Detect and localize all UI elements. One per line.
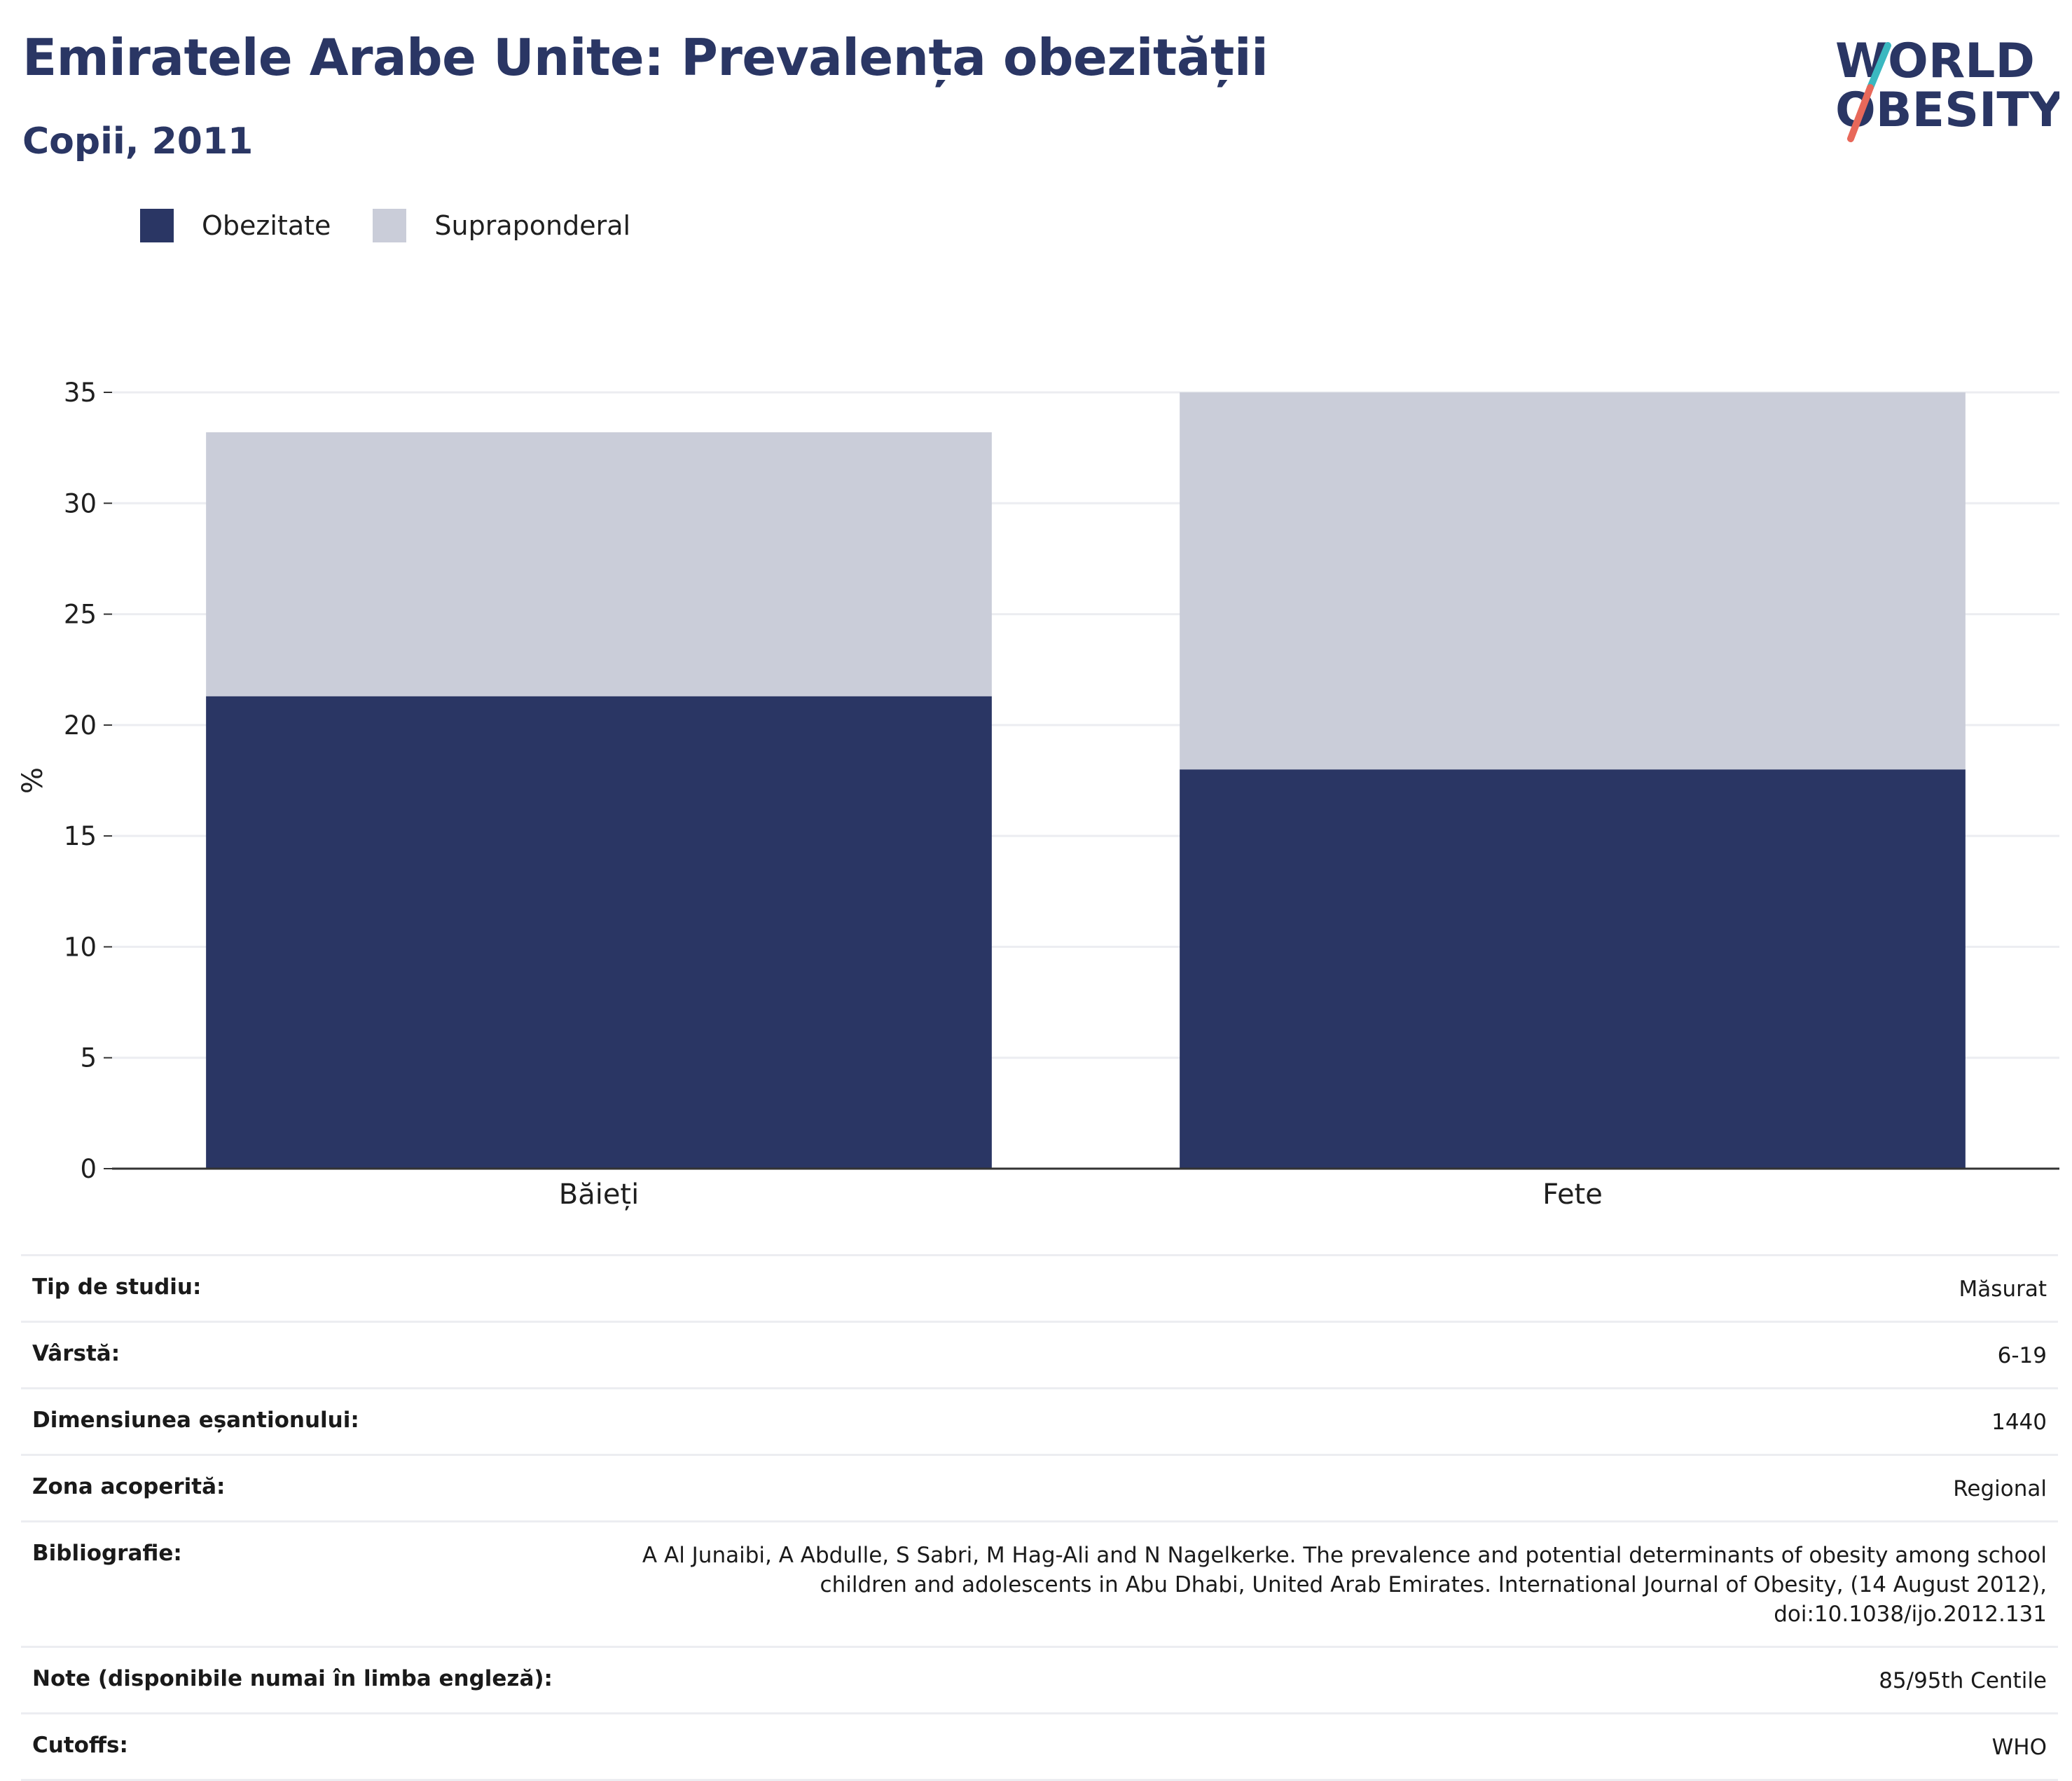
details-key: Zona acoperită: bbox=[32, 1474, 226, 1499]
study-details-table: Tip de studiu: Măsurat Vârstă: 6-19 Dime… bbox=[21, 1254, 2058, 1781]
details-key: Note (disponibile numai în limba engleză… bbox=[32, 1666, 553, 1691]
details-value: Măsurat bbox=[1959, 1277, 2047, 1302]
bar-overweight-1 bbox=[1180, 392, 1966, 770]
logo-stroke-teal bbox=[1867, 42, 1891, 91]
bars bbox=[206, 392, 1966, 1169]
details-row: Zona acoperită: Regional bbox=[21, 1454, 2058, 1520]
details-key: Dimensiunea eșantionului: bbox=[32, 1408, 359, 1433]
y-tick-label: 5 bbox=[80, 1043, 97, 1073]
logo-stroke-coral bbox=[1847, 84, 1874, 142]
details-value: 85/95th Centile bbox=[1879, 1668, 2047, 1693]
details-value: WHO bbox=[1991, 1735, 2047, 1760]
details-value: Regional bbox=[1953, 1476, 2047, 1501]
x-tick-label: Băieți bbox=[559, 1178, 639, 1211]
y-tick-label: 25 bbox=[64, 600, 97, 630]
details-key: Bibliografie: bbox=[32, 1541, 182, 1566]
details-value: 6-19 bbox=[1997, 1343, 2047, 1368]
chart-title: Emiratele Arabe Unite: Prevalența obezit… bbox=[22, 28, 1269, 87]
details-row: Bibliografie: A Al Junaibi, A Abdulle, S… bbox=[21, 1520, 2058, 1646]
y-tick-label: 15 bbox=[64, 821, 97, 851]
logo-line1: WORLD bbox=[1835, 34, 2035, 89]
x-tick-label: Fete bbox=[1542, 1178, 1603, 1211]
legend-item-overweight: Supraponderal bbox=[373, 209, 630, 242]
world-obesity-logo: WORLD OBESITY bbox=[1835, 34, 2059, 142]
details-row: Cutoffs: WHO bbox=[21, 1712, 2058, 1781]
details-row: Dimensiunea eșantionului: 1440 bbox=[21, 1387, 2058, 1454]
logo-line2: OBESITY bbox=[1835, 83, 2059, 138]
details-key: Cutoffs: bbox=[32, 1733, 128, 1758]
legend: Obezitate Supraponderal bbox=[140, 209, 672, 242]
legend-swatch-overweight bbox=[373, 209, 407, 242]
details-value: A Al Junaibi, A Abdulle, S Sabri, M Hag-… bbox=[642, 1543, 2047, 1627]
y-tick-label: 20 bbox=[64, 710, 97, 741]
bar-chart: 0 5 10 15 20 25 30 35 Băieți Fete % bbox=[17, 378, 2059, 1211]
y-tick-label: 30 bbox=[64, 488, 97, 518]
chart-subtitle: Copii, 2011 bbox=[22, 121, 254, 163]
details-row: Note (disponibile numai în limba engleză… bbox=[21, 1646, 2058, 1712]
y-tick-label: 35 bbox=[64, 378, 97, 408]
details-row: Tip de studiu: Măsurat bbox=[21, 1254, 2058, 1321]
details-key: Tip de studiu: bbox=[32, 1274, 202, 1300]
legend-label-overweight: Supraponderal bbox=[434, 210, 631, 241]
legend-item-obesity: Obezitate bbox=[140, 209, 331, 242]
y-axis-label: % bbox=[17, 767, 49, 794]
details-row: Vârstă: 6-19 bbox=[21, 1321, 2058, 1387]
y-tick-label: 10 bbox=[64, 932, 97, 962]
details-key: Vârstă: bbox=[32, 1341, 120, 1366]
y-axis: 0 5 10 15 20 25 30 35 bbox=[64, 378, 112, 1184]
legend-swatch-obesity bbox=[140, 209, 174, 242]
bar-overweight-0 bbox=[206, 432, 992, 696]
y-tick-label: 0 bbox=[80, 1154, 97, 1184]
legend-label-obesity: Obezitate bbox=[202, 210, 331, 241]
x-axis: Băieți Fete bbox=[112, 1167, 2059, 1211]
details-value: 1440 bbox=[1991, 1410, 2047, 1435]
bar-obesity-0 bbox=[206, 696, 992, 1169]
bar-obesity-1 bbox=[1180, 769, 1966, 1169]
